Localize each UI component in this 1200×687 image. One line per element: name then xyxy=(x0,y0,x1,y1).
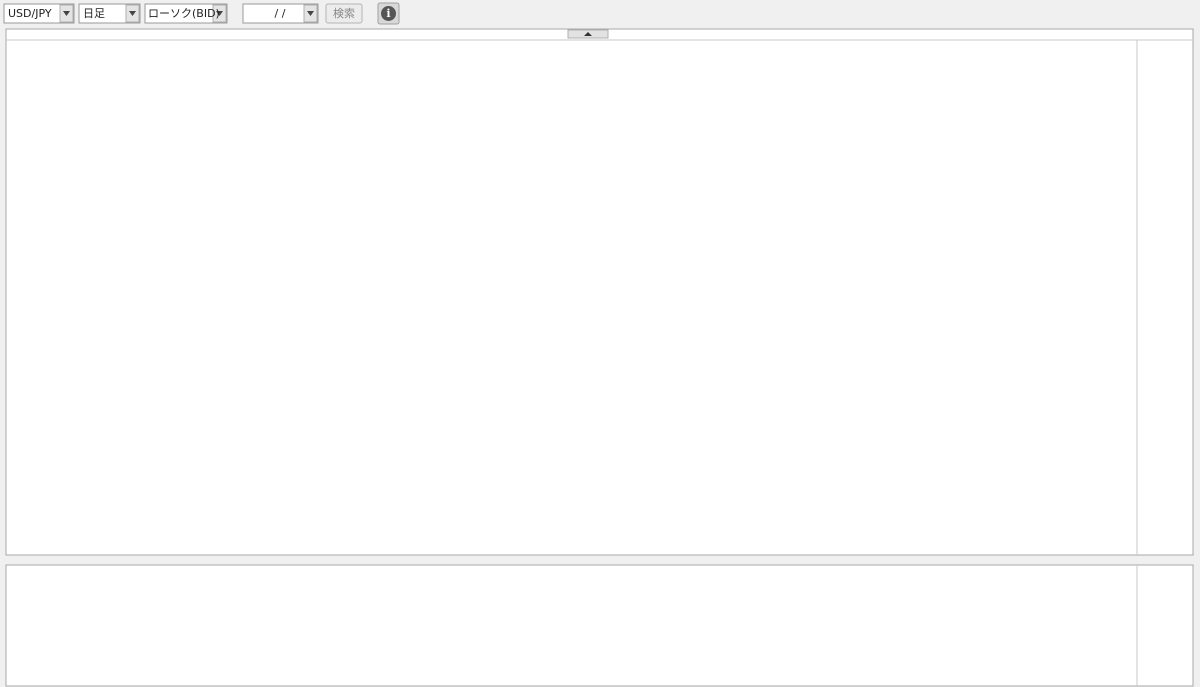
dropdown-arrow xyxy=(307,11,314,16)
pair-select[interactable] xyxy=(3,3,75,24)
dropdown-arrow xyxy=(216,11,223,16)
info-glyph: i xyxy=(386,7,390,20)
chart-kind-text: ローソク(BID) xyxy=(148,7,220,20)
rsi-panel xyxy=(5,564,1194,687)
main-panel xyxy=(5,28,1194,556)
search-button[interactable] xyxy=(325,3,363,24)
dropdown-arrow xyxy=(63,11,70,16)
collapse-arrow xyxy=(584,32,592,36)
date-input[interactable] xyxy=(242,3,319,24)
period-text: 日足 xyxy=(83,7,105,20)
dropdown-arrow xyxy=(129,11,136,16)
pair-text: USD/JPY xyxy=(8,7,52,20)
info-icon xyxy=(381,6,396,21)
date-text: / / xyxy=(275,7,286,20)
period-select[interactable] xyxy=(78,3,141,24)
search-text: 検索 xyxy=(333,6,355,20)
chart-kind-select[interactable] xyxy=(144,3,228,24)
